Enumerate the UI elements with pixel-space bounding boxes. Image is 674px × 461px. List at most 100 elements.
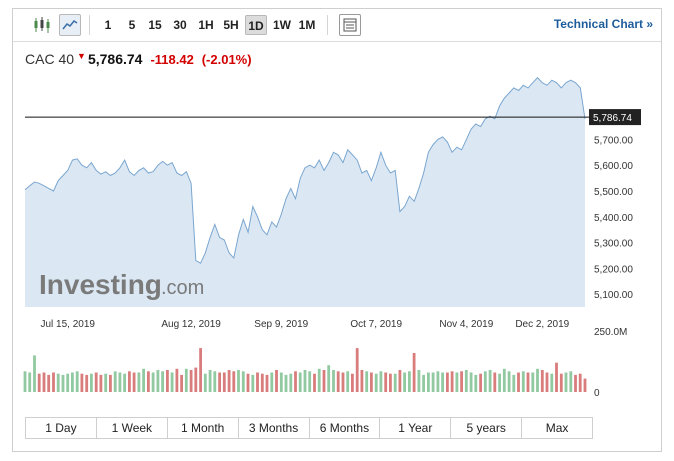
interval-5[interactable]: 5 [128, 18, 136, 32]
volume-bar [540, 370, 544, 392]
y-tick-label: 5,200.00 [594, 264, 633, 275]
volume-bar [246, 373, 250, 392]
volume-bar [512, 374, 516, 392]
volume-bar [260, 373, 264, 392]
volume-bar [199, 348, 202, 392]
volume-bar [61, 374, 65, 392]
volume-bar [412, 353, 416, 392]
volume-bar [317, 368, 321, 392]
volume-bar [417, 370, 421, 392]
volume-bar [474, 374, 478, 392]
volume-bar [256, 372, 259, 392]
range-1-month[interactable]: 1 Month [168, 418, 239, 438]
volume-bar [550, 373, 554, 392]
interval-1w[interactable]: 1W [273, 18, 291, 32]
range-1-day[interactable]: 1 Day [26, 418, 97, 438]
volume-bar [422, 374, 425, 392]
table-view-icon[interactable] [339, 14, 361, 36]
volume-bar [203, 373, 207, 392]
x-tick-label: Dec 2, 2019 [515, 319, 569, 330]
area-chart-icon[interactable] [59, 14, 81, 36]
volume-bar [175, 368, 179, 392]
interval-1h[interactable]: 1H [198, 18, 214, 32]
volume-bar [218, 372, 221, 392]
interval-30[interactable]: 30 [173, 18, 187, 32]
x-tick-label: Sep 9, 2019 [254, 319, 308, 330]
volume-max-label: 250.0M [594, 327, 627, 338]
volume-bar [156, 370, 160, 392]
index-name: CAC 40 [25, 51, 75, 67]
volume-bar [37, 373, 41, 392]
volume-bar [336, 371, 340, 392]
volume-bar [355, 348, 359, 392]
range-1-week[interactable]: 1 Week [97, 418, 168, 438]
volume-bar [132, 372, 136, 392]
volume-bar [469, 372, 473, 392]
x-tick-label: Nov 4, 2019 [439, 319, 493, 330]
candlestick-icon[interactable] [31, 14, 53, 36]
volume-bar [531, 372, 535, 392]
volume-bar [555, 362, 558, 392]
range-1-year[interactable]: 1 Year [380, 418, 452, 438]
volume-bar [113, 371, 117, 392]
volume-bar [275, 370, 278, 392]
interval-1[interactable]: 1 [104, 18, 112, 32]
volume-bar [47, 374, 51, 392]
volume-bar [180, 374, 183, 392]
volume-bar [251, 374, 255, 392]
interval-1d[interactable]: 1D [245, 15, 267, 35]
volume-bar [488, 370, 492, 392]
volume-bar [303, 370, 307, 392]
volume-bar [564, 372, 568, 392]
volume-bar [365, 371, 369, 392]
volume-bar [389, 373, 392, 392]
y-tick-label: 5,100.00 [594, 290, 633, 301]
interval-1m[interactable]: 1M [298, 18, 316, 32]
volume-bar [574, 374, 577, 392]
volume-bar [85, 374, 89, 392]
price-change-percent: (-2.01%) [201, 52, 252, 67]
volume-bar [52, 372, 55, 392]
price-chart[interactable]: 5,786.74 5,700.00 5,600.00 5,500.00 5,400.0… [13, 9, 661, 409]
volume-bar [80, 373, 84, 392]
volume-bar [502, 368, 506, 392]
volume-bar [450, 371, 454, 392]
volume-bar [128, 371, 131, 392]
volume-bar [56, 373, 60, 392]
volume-bar [294, 371, 297, 392]
interval-5h[interactable]: 5H [223, 18, 239, 32]
volume-zero-label: 0 [594, 388, 600, 399]
volume-bar [498, 373, 501, 392]
volume-bar [384, 372, 388, 392]
volume-bar [142, 368, 145, 392]
volume-bar [66, 373, 70, 392]
volume-bar [431, 372, 435, 392]
volume-bar [455, 372, 459, 392]
volume-bar [493, 372, 497, 392]
volume-bar [313, 373, 316, 392]
volume-bar [460, 371, 463, 392]
price-change: -118.42 [150, 52, 194, 67]
volume-bar [308, 371, 312, 392]
volume-bar [137, 372, 141, 392]
interval-15[interactable]: 15 [148, 18, 162, 32]
last-price-label-bg [589, 109, 641, 126]
volume-bar [332, 370, 335, 392]
volume-bar [123, 373, 126, 392]
last-price: 5,786.74 [87, 51, 143, 67]
down-arrow-icon: ▼ [77, 51, 86, 61]
volume-bar [360, 370, 364, 392]
volume-bar [28, 372, 32, 392]
chart-widget: 1 5 15 30 1H 5H 1D 1W 1M Technical Chart… [12, 8, 662, 452]
technical-chart-link[interactable]: Technical Chart » [553, 17, 653, 31]
y-tick-label: 5,600.00 [594, 161, 633, 172]
volume-bar [90, 373, 93, 392]
y-tick-label: 5,700.00 [594, 135, 633, 146]
volume-bar [427, 372, 430, 392]
range-3-months[interactable]: 3 Months [239, 418, 310, 438]
range-5-years[interactable]: 5 years [451, 418, 523, 438]
range-6-months[interactable]: 6 Months [310, 418, 381, 438]
range-max[interactable]: Max [545, 421, 569, 435]
volume-bar [270, 372, 274, 392]
chart-toolbar: 1 5 15 30 1H 5H 1D 1W 1M Technical Chart… [13, 9, 661, 42]
